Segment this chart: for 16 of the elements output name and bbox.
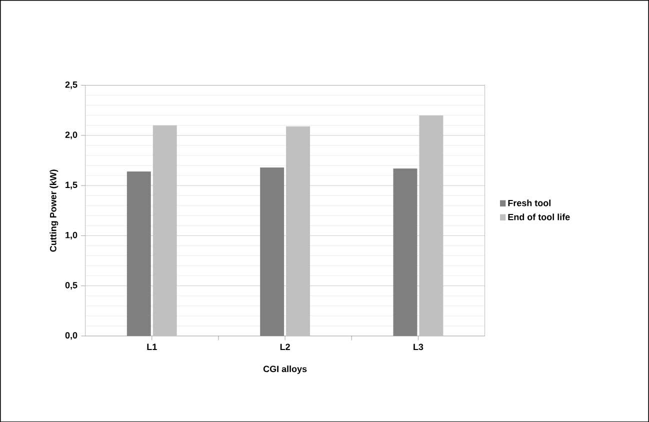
y-tick-label: 1,5: [66, 182, 78, 190]
x-tick-label: L3: [414, 344, 424, 350]
legend-label: Fresh tool: [508, 199, 550, 206]
y-tick-label: 1,0: [66, 232, 78, 240]
legend-label: End of tool life: [508, 214, 570, 220]
bar: [393, 168, 418, 336]
x-axis-title: CGI alloys: [263, 365, 307, 374]
y-tick-label: 2,0: [65, 131, 78, 140]
bar: [260, 167, 284, 336]
bar: [126, 171, 151, 336]
y-tick-label: 0,5: [65, 282, 78, 290]
y-tick-label: 2,5: [65, 81, 78, 89]
y-tick-label: 0,0: [65, 332, 78, 340]
x-tick-label: L1: [147, 344, 157, 350]
x-tick-label: L2: [280, 344, 290, 350]
y-axis-title: Cutting Power (kW): [50, 170, 58, 252]
